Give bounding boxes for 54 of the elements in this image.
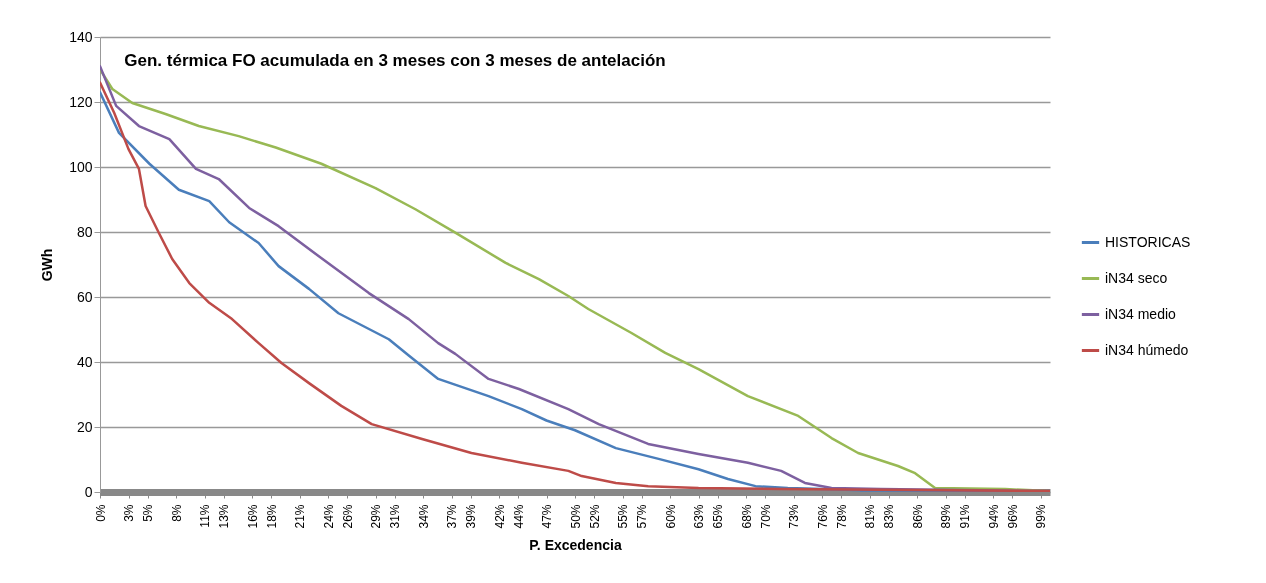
legend-label: iN34 húmedo	[1105, 341, 1189, 358]
x-tick-label: 0%	[93, 504, 108, 522]
x-tick-label: 52%	[587, 504, 602, 529]
y-tick-label: 100	[69, 158, 93, 175]
x-tick-label: 50%	[568, 504, 583, 529]
x-tick-label: 55%	[616, 504, 630, 529]
y-tick-label: 80	[76, 223, 93, 240]
x-tick-label: 94%	[986, 504, 1001, 529]
x-tick-label: 18%	[264, 504, 279, 529]
y-tick-label: 60	[76, 288, 93, 305]
x-tick-label: 99%	[1034, 504, 1048, 529]
x-tick-label: 91%	[958, 504, 972, 529]
x-tick-label: 76%	[815, 504, 830, 529]
text: Gen. térmica FO acumulada en 3 meses con 3 meses de antelación	[124, 51, 666, 70]
x-tick-label: 86%	[910, 504, 925, 529]
x-tick-label: 47%	[540, 504, 554, 529]
x-tick-label: 16%	[245, 504, 260, 529]
legend-label: iN34 medio	[1105, 305, 1177, 322]
x-axis-title: P. Excedencia	[529, 536, 622, 553]
y-tick-label: 120	[69, 93, 93, 110]
x-tick-label: 13%	[217, 504, 231, 529]
x-tick-label: 63%	[692, 504, 706, 529]
x-tick-label: 39%	[464, 504, 478, 529]
x-tick-label: 5%	[141, 504, 155, 522]
x-tick-label: 57%	[635, 504, 649, 529]
x-tick-label: 21%	[293, 504, 307, 529]
y-tick-label: 140	[69, 28, 93, 45]
x-tick-label: 70%	[758, 504, 773, 529]
x-tick-label: 29%	[369, 504, 383, 529]
x-tick-label: 96%	[1005, 504, 1020, 529]
x-tick-label: 24%	[321, 504, 336, 529]
x-tick-label: 60%	[663, 504, 678, 529]
x-tick-label: 89%	[939, 504, 953, 529]
x-tick-label: 44%	[511, 504, 526, 529]
x-tick-label: 8%	[169, 504, 184, 522]
x-tick-label: 34%	[416, 504, 431, 529]
x-tick-label: 26%	[340, 504, 355, 529]
x-tick-label: 11%	[198, 504, 212, 528]
x-tick-label: 81%	[863, 504, 877, 529]
x-tick-label: 3%	[122, 504, 136, 522]
x-tick-label: 65%	[711, 504, 725, 529]
legend-label: HISTORICAS	[1105, 233, 1191, 250]
x-tick-label: 78%	[834, 504, 849, 529]
x-tick-label: 31%	[388, 504, 402, 529]
y-tick-label: 20	[76, 418, 93, 435]
x-tick-label: 68%	[739, 504, 754, 529]
x-tick-label: 73%	[787, 504, 801, 529]
legend-label: iN34 seco	[1105, 269, 1168, 286]
x-tick-label: 37%	[445, 504, 459, 529]
x-tick-label: 83%	[882, 504, 896, 529]
y-tick-label: 0	[84, 483, 93, 500]
y-axis-title: GWh	[39, 248, 56, 282]
y-tick-label: 40	[76, 353, 93, 370]
x-tick-label: 42%	[492, 504, 507, 529]
